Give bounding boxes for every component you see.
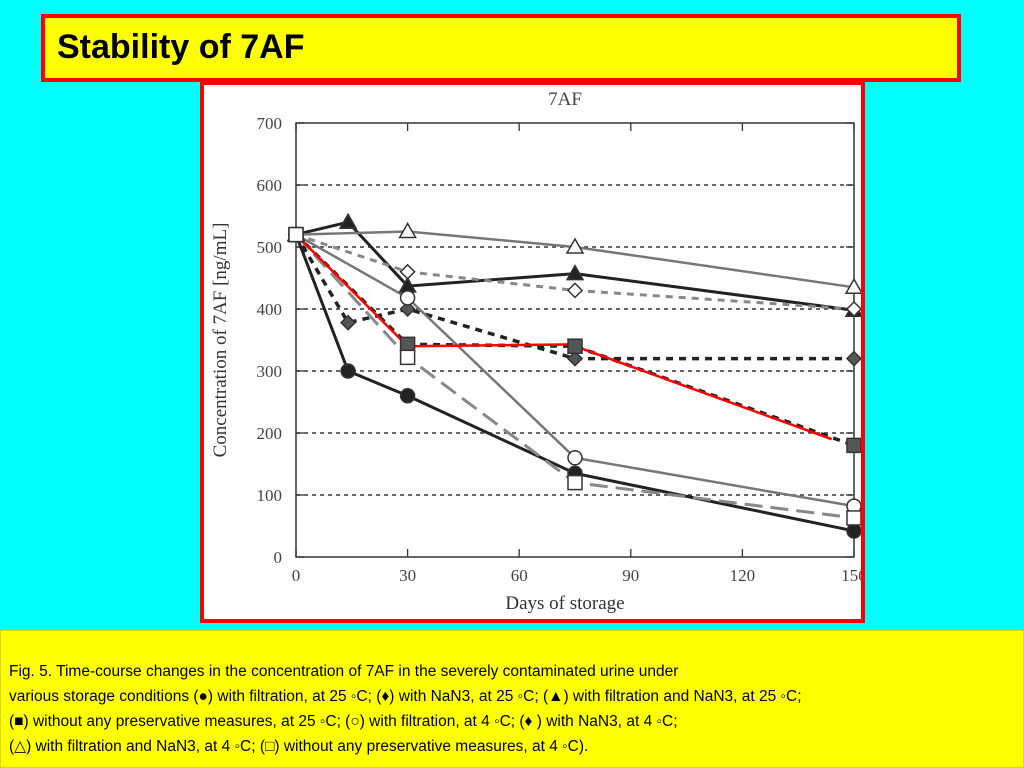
y-tick-label: 0: [274, 548, 283, 567]
data-point: [846, 437, 861, 454]
caption-box: Fig. 5. Time-course changes in the conce…: [0, 630, 1024, 768]
data-point: [567, 450, 583, 466]
data-point: [567, 338, 583, 354]
title-box: Stability of 7AF: [41, 14, 961, 82]
caption-line-3: (■) without any preservative measures, a…: [9, 713, 678, 730]
y-tick-label: 300: [257, 362, 283, 381]
data-point: [845, 350, 861, 367]
chart-frame: 7AF 0 100 200 300 400 500 600 700 0 30 60 90 120 150 Da…: [200, 81, 865, 623]
y-tick-label: 700: [257, 114, 283, 133]
caption-line-2: various storage conditions (●) with filt…: [9, 688, 802, 705]
y-tick-label: 500: [257, 238, 283, 257]
annotation-line: [295, 233, 576, 348]
slide-title: Stability of 7AF: [57, 28, 305, 66]
caption-text: Fig. 5. Time-course changes in the conce…: [9, 659, 1019, 759]
data-point: [340, 363, 356, 379]
data-point: [844, 277, 861, 295]
x-tick-label: 150: [841, 566, 861, 585]
data-point: [399, 263, 416, 280]
x-tick-label: 60: [511, 566, 528, 585]
series-line: [295, 233, 855, 508]
data-point: [399, 349, 416, 366]
data-point: [846, 510, 861, 526]
chart-svg: 7AF 0 100 200 300 400 500 600 700 0 30 60 90 120 150 Da…: [210, 89, 861, 614]
caption-line-1: Fig. 5. Time-course changes in the conce…: [9, 663, 679, 680]
data-point: [399, 290, 416, 306]
y-tick-label: 200: [257, 424, 283, 443]
data-point: [565, 264, 585, 281]
annotation-line: [574, 345, 833, 441]
data-point: [399, 336, 416, 353]
data-point: [338, 212, 358, 229]
x-tick-label: 0: [292, 566, 301, 585]
data-point: [565, 237, 585, 254]
series-line: [295, 233, 855, 311]
data-point: [567, 474, 583, 491]
data-point: [399, 300, 416, 318]
chart-title: 7AF: [548, 89, 582, 110]
data-point: [845, 300, 861, 318]
series-line: [294, 233, 854, 361]
data-point: [566, 350, 584, 367]
y-tick-label: 100: [257, 486, 283, 505]
series-line: [294, 233, 855, 520]
y-tick-label: 600: [257, 176, 283, 195]
x-tick-label: 30: [399, 566, 416, 585]
data-point: [340, 314, 357, 331]
x-tick-label: 120: [730, 566, 756, 585]
plot-frame: [295, 122, 855, 558]
caption-line-4: (△) with filtration and NaN3, at 4 ◦C; (…: [9, 738, 589, 755]
series-line: [295, 230, 855, 289]
data-point: [398, 221, 417, 239]
data-point: [399, 388, 416, 404]
data-point: [846, 523, 861, 539]
y-tick-label: 400: [257, 300, 283, 319]
data-point: [566, 282, 584, 299]
x-tick-label: 90: [622, 566, 639, 585]
x-axis-label: Days of storage: [505, 593, 624, 614]
data-point: [288, 226, 304, 243]
y-axis-label: Concentration of 7AF [ng/mL]: [210, 223, 231, 458]
